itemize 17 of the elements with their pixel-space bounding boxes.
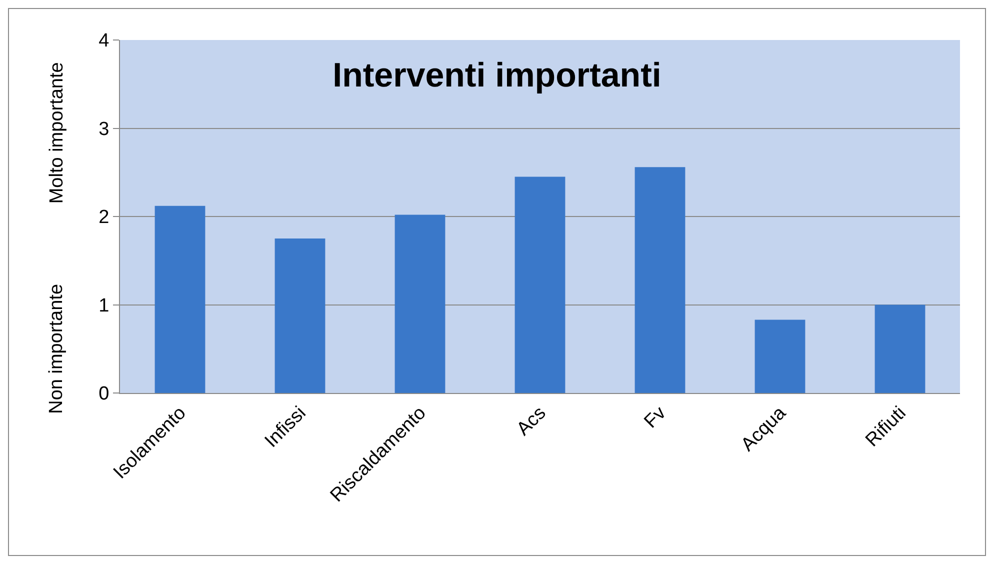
bar — [514, 176, 566, 393]
y-tick-label: 3 — [98, 118, 110, 140]
bar — [274, 238, 326, 393]
x-tick-label: Acs — [512, 402, 550, 440]
y-tick-label: 2 — [98, 207, 110, 228]
bar — [754, 320, 806, 393]
bar — [394, 214, 446, 393]
y-tick-label: 0 — [98, 384, 110, 405]
x-tick-label: Fv — [640, 402, 671, 432]
y-axis-title: Molto importante — [46, 62, 68, 204]
text: Non importante — [46, 284, 68, 414]
bar — [634, 167, 686, 393]
y-tick-label: 1 — [98, 295, 110, 316]
y-tick-label: 4 — [98, 30, 110, 52]
bar — [874, 304, 926, 393]
text: Interventi importanti — [332, 56, 662, 94]
bar — [154, 206, 206, 393]
